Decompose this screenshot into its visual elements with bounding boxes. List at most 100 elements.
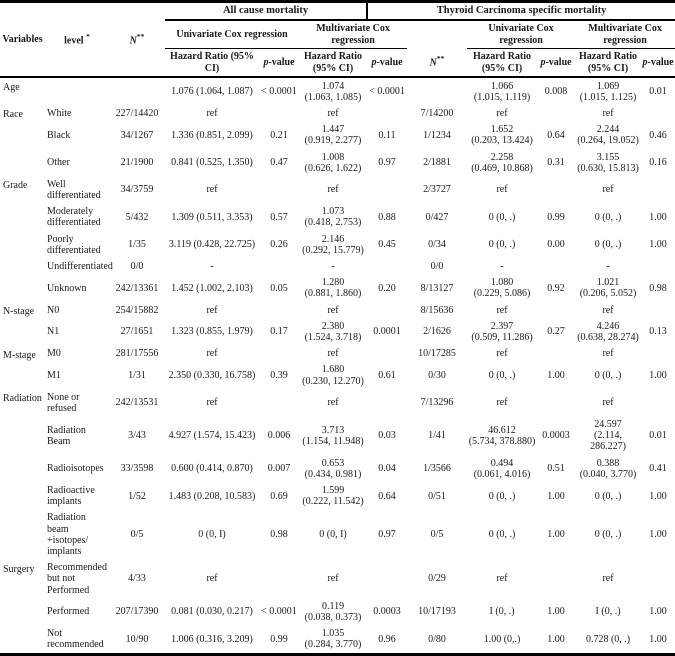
hr-cell: 4.246 (0.638, 28.274) bbox=[577, 320, 639, 343]
p-cell: 0.61 bbox=[378, 369, 396, 381]
p-cell: 0.13 bbox=[649, 326, 667, 338]
p-cell: 0.46 bbox=[649, 129, 667, 141]
p-cell: 1.00 bbox=[649, 490, 667, 502]
subheader-spacer bbox=[407, 20, 467, 49]
hr-cell: 0 (0, I) bbox=[319, 529, 347, 541]
p-cell bbox=[641, 346, 675, 362]
p-cell: 0.11 bbox=[378, 129, 396, 141]
hr-cell: 1.076 (1.064, 1.087) bbox=[171, 86, 253, 98]
n-cell: 254/15882 bbox=[115, 304, 159, 316]
p-cell: 0.45 bbox=[378, 239, 396, 251]
p-cell bbox=[367, 302, 407, 318]
p-italic: p bbox=[642, 56, 648, 68]
variable-cell: Radiation bbox=[3, 393, 42, 405]
col-header-p-thyroid-multi: p-value bbox=[641, 48, 675, 79]
hr-cell: 24.597 (2.114, 286.227) bbox=[590, 419, 626, 453]
p-cell: 0.92 bbox=[547, 282, 565, 294]
table-row: Radioactive implants 1/52 1.483 (0.208, 10… bbox=[0, 483, 675, 510]
hr-cell: ref bbox=[496, 304, 508, 316]
hr-cell: 1.008 (0.626, 1.622) bbox=[304, 151, 362, 174]
col-header-hr-thyroid-multi: Hazard Ratio (95% CI) bbox=[575, 48, 642, 79]
p-cell bbox=[537, 302, 575, 318]
hr-cell: ref bbox=[327, 348, 339, 360]
variables-label: Variables bbox=[2, 33, 43, 45]
p-cell bbox=[259, 346, 299, 362]
level-cell: Black bbox=[47, 129, 71, 141]
table-row: Race White 227/14420 ref ref 7/14200 ref ref bbox=[0, 105, 675, 121]
table-body: Age 1.076 (1.064, 1.087) < 0.0001 1.074 (1.… bbox=[0, 77, 675, 654]
hr-cell: ref bbox=[327, 397, 339, 409]
n-cell: 0/51 bbox=[428, 490, 446, 502]
hr-cell: 0 (0, .) bbox=[594, 369, 622, 381]
p-cell: 0.98 bbox=[649, 282, 667, 294]
p-cell: 0.04 bbox=[378, 463, 396, 475]
n-cell: 34/3759 bbox=[120, 184, 154, 196]
n-cell: 27/1651 bbox=[120, 326, 154, 338]
hr-cell: 1.447 (0.919, 2.277) bbox=[304, 124, 362, 147]
hr-cell: 2.380 (1.524, 3.718) bbox=[304, 320, 362, 343]
level-cell: Moderately differentiated bbox=[47, 206, 101, 229]
table-row: Other 21/1900 0.841 (0.525, 1.350) 0.47 1.00… bbox=[0, 149, 675, 176]
p-cell: 0.01 bbox=[649, 430, 667, 442]
hr-cell: - bbox=[331, 261, 335, 272]
level-cell: Not recommended bbox=[47, 628, 104, 651]
p-italic: p bbox=[263, 56, 269, 68]
level-cell: Poorly differentiated bbox=[47, 233, 101, 256]
hr-cell: ref bbox=[206, 573, 218, 585]
hr-cell: 0 (0, .) bbox=[488, 211, 516, 223]
level-cell: Radioactive implants bbox=[47, 485, 95, 508]
p-cell: 1.00 bbox=[547, 369, 565, 381]
p-cell: 0.20 bbox=[378, 282, 396, 294]
p-cell: 1.00 bbox=[547, 490, 565, 502]
p-cell: 0.17 bbox=[270, 326, 288, 338]
p-cell bbox=[641, 389, 675, 416]
p-cell: 0.97 bbox=[378, 157, 396, 169]
n-cell: 1/35 bbox=[128, 239, 146, 251]
col-header-variables: Variables bbox=[0, 1, 45, 79]
hr-cell: 3.713 (1.154, 11.948) bbox=[302, 424, 364, 447]
hr-cell: ref bbox=[327, 573, 339, 585]
table-row: Black 34/1267 1.336 (0.851, 2.099) 0.21 1.44… bbox=[0, 122, 675, 149]
p-cell bbox=[641, 302, 675, 318]
p-rest: -value bbox=[376, 56, 403, 68]
hr-cell: 0.653 (0.434, 0.981) bbox=[304, 457, 362, 480]
hr-cell: 0.728 (0, .) bbox=[585, 633, 631, 645]
hr-cell: 1.309 (0.511, 3.353) bbox=[171, 211, 253, 223]
hr-cell: 1.006 (0.316, 3.209) bbox=[171, 633, 253, 645]
col-header-n-allcause: N** bbox=[109, 1, 165, 79]
hr-cell: 0 (0, .) bbox=[594, 490, 622, 502]
n-cell: 2/1881 bbox=[423, 157, 451, 169]
p-cell: 1.00 bbox=[649, 633, 667, 645]
p-cell: 0.03 bbox=[378, 430, 396, 442]
p-cell bbox=[537, 346, 575, 362]
p-cell bbox=[537, 176, 575, 203]
p-cell bbox=[641, 105, 675, 121]
n-footnote-mark: ** bbox=[136, 31, 145, 41]
n-cell: 1/1234 bbox=[423, 129, 451, 141]
p-cell: < 0.0001 bbox=[261, 606, 297, 618]
p-cell: 0.007 bbox=[267, 463, 291, 475]
hr-cell: 3.155 (0.630, 15.813) bbox=[577, 151, 639, 174]
n-cell bbox=[407, 77, 467, 105]
p-cell: 0.64 bbox=[547, 129, 565, 141]
n-label: N bbox=[129, 34, 137, 46]
p-cell: 1.00 bbox=[649, 211, 667, 223]
p-cell: 1.00 bbox=[547, 606, 565, 618]
table-row: Radiation None or refused 242/13531 ref ref 7… bbox=[0, 389, 675, 416]
n-cell: 10/17193 bbox=[418, 606, 456, 618]
hr-cell: - bbox=[210, 261, 214, 272]
variable-cell: M-stage bbox=[3, 349, 36, 361]
table-row: M1 1/31 2.350 (0.330, 16.758) 0.39 1.680 (0.… bbox=[0, 362, 675, 389]
variable-cell: N-stage bbox=[3, 306, 35, 318]
n-cell: 1/41 bbox=[428, 430, 446, 442]
hr-cell: 1.280 (0.881, 1.860) bbox=[304, 277, 362, 300]
level-cell: Recommended but not Performed bbox=[47, 562, 107, 596]
n-cell: 7/14200 bbox=[420, 107, 454, 119]
p-cell: 0.00 bbox=[547, 239, 565, 251]
column-header-row: Hazard Ratio (95% CI) p-value Hazard Rat… bbox=[0, 48, 675, 79]
n-cell: 34/1267 bbox=[120, 129, 154, 141]
hr-cell: 0 (0, .) bbox=[594, 529, 622, 541]
hr-cell: 1.452 (1.002, 2.103) bbox=[171, 282, 253, 294]
n-cell: 4/33 bbox=[128, 573, 146, 585]
p-cell bbox=[537, 560, 575, 599]
